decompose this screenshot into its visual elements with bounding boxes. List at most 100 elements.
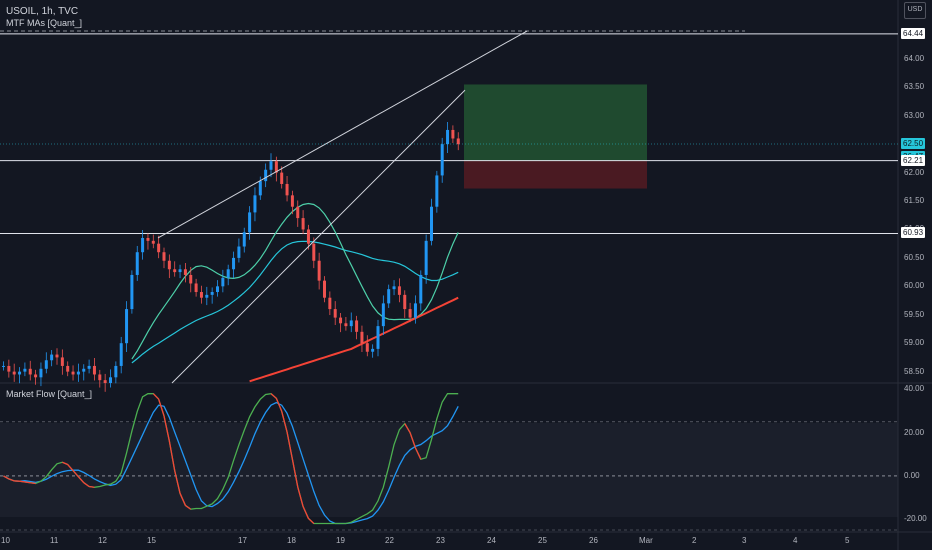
candle-body <box>333 309 337 318</box>
flow-down-segment <box>89 485 95 488</box>
lower-trend-line <box>171 89 466 384</box>
flow-down-segment <box>185 504 192 510</box>
flow-down-segment <box>62 461 68 466</box>
subpane-title[interactable]: Market Flow [Quant_] <box>6 389 93 399</box>
flow-band <box>0 423 898 517</box>
flow-down-segment <box>163 415 170 442</box>
time-axis-label: 10 <box>1 536 10 545</box>
candle-body <box>125 309 129 344</box>
candle-body <box>301 218 305 230</box>
candle-body <box>205 294 209 298</box>
candle-body <box>216 286 219 293</box>
candle-body <box>28 368 32 375</box>
currency-badge[interactable]: USD <box>904 2 926 19</box>
candle-body <box>87 365 91 369</box>
candle-body <box>146 237 150 241</box>
price-axis-tick: 59.50 <box>904 309 925 319</box>
price-axis-tick: 60.50 <box>904 252 925 262</box>
time-axis-label: 25 <box>538 536 547 545</box>
flow-down-segment <box>168 440 176 471</box>
candle-body <box>440 144 444 176</box>
price-label-level-62-21: 62.21 <box>901 154 926 166</box>
flow-down-segment <box>3 475 10 480</box>
candlesticks <box>2 121 460 392</box>
flow-down-segment <box>19 480 25 483</box>
candle-body <box>162 252 166 261</box>
price-axis-tick: 62.00 <box>904 167 925 177</box>
candle-body <box>71 371 75 375</box>
price-axis-tick: 63.50 <box>904 82 925 92</box>
time-axis-label: 23 <box>436 536 445 545</box>
candle-body <box>451 129 455 139</box>
candle-body <box>135 252 139 275</box>
candle-body <box>98 374 102 381</box>
candle-body <box>55 354 59 358</box>
candle-body <box>189 274 193 284</box>
symbol-title[interactable]: USOIL, 1h, TVC <box>6 6 79 17</box>
price-axis-tick: 64.00 <box>904 53 925 63</box>
flow-down-segment <box>281 411 288 433</box>
candle-body <box>210 292 214 295</box>
candle-body <box>151 240 155 244</box>
candle-body <box>39 368 43 378</box>
upper-trend-line <box>157 30 528 239</box>
flow-down-segment <box>291 459 299 488</box>
time-axis-label: 12 <box>98 536 107 545</box>
candle-body <box>371 348 375 352</box>
flow-signal-line <box>3 401 459 525</box>
candle-body <box>226 269 230 278</box>
candle-body <box>167 260 171 270</box>
candle-body <box>130 274 134 310</box>
price-label-level-64-44: 64.44 <box>901 27 926 39</box>
price-axis-tick: 61.50 <box>904 196 925 206</box>
candle-body <box>446 129 450 145</box>
candle-body <box>285 183 289 196</box>
price-axis-tick: 63.00 <box>904 110 925 120</box>
flow-down-segment <box>8 478 15 482</box>
candle-body <box>109 377 112 383</box>
time-axis-label: 5 <box>845 536 850 545</box>
candle-body <box>274 161 278 173</box>
indicator-label[interactable]: MTF MAs [Quant_] <box>6 18 83 28</box>
candle-body <box>408 309 412 318</box>
flow-axis-tick: 40.00 <box>904 384 925 394</box>
candle-body <box>328 297 332 310</box>
time-axis-label: 26 <box>589 536 598 545</box>
flow-down-segment <box>270 393 277 399</box>
profit-zone <box>464 84 647 161</box>
candle-body <box>34 374 38 378</box>
horizontal-levels[interactable] <box>0 30 898 234</box>
loss-zone <box>464 160 647 189</box>
candle-body <box>12 371 16 375</box>
candle-body <box>360 331 364 344</box>
candle-body <box>157 243 161 253</box>
time-axis-label: 24 <box>487 536 496 545</box>
candle-body <box>114 365 118 378</box>
candle-body <box>280 172 284 184</box>
flow-down-segment <box>174 470 181 494</box>
candle-body <box>323 280 326 298</box>
time-axis-label: 4 <box>793 536 798 545</box>
candle-body <box>103 380 107 383</box>
ma-mid-line <box>131 202 459 360</box>
candle-body <box>376 326 380 349</box>
candle-body <box>365 343 369 352</box>
ma-slow-line <box>249 296 459 383</box>
candle-body <box>424 240 428 275</box>
time-axis-label: 15 <box>147 536 156 545</box>
price-label-last-price: 62.50 <box>901 138 926 150</box>
flow-down-segment <box>404 423 411 434</box>
flow-down-segment <box>308 517 315 524</box>
candle-body <box>296 206 300 219</box>
price-axis-tick: 58.50 <box>904 366 925 376</box>
trend-lines[interactable] <box>157 30 528 384</box>
long-position-tool[interactable] <box>464 84 647 189</box>
time-axis-label: 2 <box>692 536 697 545</box>
candle-body <box>258 181 262 196</box>
flow-down-segment <box>297 486 304 507</box>
candle-body <box>23 368 27 372</box>
candle-body <box>397 286 401 295</box>
price-axis-tick: 60.00 <box>904 281 925 291</box>
candle-body <box>339 317 343 324</box>
